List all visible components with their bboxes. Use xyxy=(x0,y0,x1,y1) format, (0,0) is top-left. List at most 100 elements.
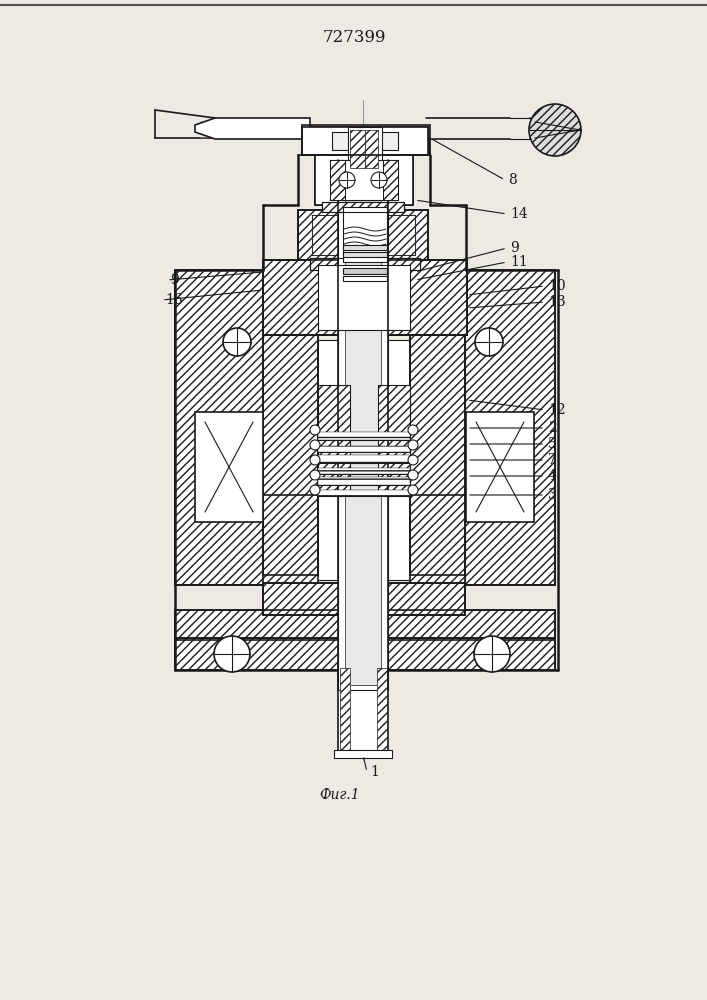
Text: 1: 1 xyxy=(370,765,379,779)
Bar xyxy=(312,215,342,255)
Bar xyxy=(318,455,410,463)
Circle shape xyxy=(529,104,581,156)
Bar xyxy=(312,215,342,255)
Bar xyxy=(345,165,381,685)
Text: 9: 9 xyxy=(170,273,179,287)
Bar xyxy=(265,340,465,580)
Circle shape xyxy=(408,485,418,495)
Bar xyxy=(350,130,365,168)
Text: Фиг.1: Фиг.1 xyxy=(320,788,361,802)
Bar xyxy=(343,207,387,262)
Text: 14: 14 xyxy=(510,207,527,221)
Bar xyxy=(318,490,410,496)
Bar xyxy=(410,495,465,585)
Bar xyxy=(377,668,387,752)
Polygon shape xyxy=(195,118,310,139)
Circle shape xyxy=(214,636,250,672)
Circle shape xyxy=(408,440,418,450)
Bar xyxy=(338,665,388,755)
Bar xyxy=(315,155,413,205)
Circle shape xyxy=(310,470,320,480)
Text: 3: 3 xyxy=(548,488,556,502)
Bar xyxy=(318,455,410,463)
Bar xyxy=(343,252,387,257)
Circle shape xyxy=(408,455,418,465)
Bar xyxy=(365,130,378,168)
Bar xyxy=(310,258,420,270)
Bar xyxy=(318,432,410,440)
Bar xyxy=(263,260,467,335)
Circle shape xyxy=(310,485,320,495)
Bar xyxy=(318,468,410,474)
Bar xyxy=(263,495,318,585)
Bar xyxy=(318,477,410,485)
Circle shape xyxy=(223,328,251,356)
Bar xyxy=(343,276,387,281)
Bar xyxy=(378,385,410,495)
Bar xyxy=(465,270,555,585)
Bar xyxy=(343,245,387,250)
Bar xyxy=(263,335,318,575)
Bar xyxy=(263,583,465,615)
Bar xyxy=(330,160,345,200)
Circle shape xyxy=(408,470,418,480)
Bar xyxy=(318,468,410,474)
Bar xyxy=(318,385,350,495)
Bar xyxy=(263,260,467,335)
Bar xyxy=(318,432,410,440)
Text: 16: 16 xyxy=(165,293,182,307)
Bar xyxy=(332,132,398,150)
Bar xyxy=(410,335,465,575)
Circle shape xyxy=(474,636,510,672)
Bar xyxy=(318,477,410,485)
Bar xyxy=(175,610,555,640)
Bar xyxy=(465,270,555,585)
Text: 727399: 727399 xyxy=(322,28,386,45)
Bar xyxy=(343,268,387,274)
Text: 11: 11 xyxy=(510,255,527,269)
Bar xyxy=(175,638,555,670)
Text: 13: 13 xyxy=(548,295,566,309)
Circle shape xyxy=(475,328,503,356)
Bar xyxy=(302,127,428,155)
Circle shape xyxy=(310,440,320,450)
Bar xyxy=(383,215,415,255)
Bar xyxy=(383,160,398,200)
Bar xyxy=(310,258,420,270)
Bar xyxy=(322,202,404,212)
Text: 2: 2 xyxy=(548,421,556,435)
Bar xyxy=(466,412,534,522)
Bar xyxy=(175,270,265,585)
Text: 5: 5 xyxy=(548,437,556,451)
Bar xyxy=(340,668,350,752)
Bar xyxy=(263,260,467,335)
Circle shape xyxy=(310,455,320,465)
Bar xyxy=(302,125,430,155)
Bar xyxy=(348,127,382,170)
Bar xyxy=(334,750,392,758)
Bar xyxy=(322,202,404,212)
Circle shape xyxy=(371,172,387,188)
Bar xyxy=(263,335,318,575)
Bar xyxy=(383,215,415,255)
Bar xyxy=(263,583,465,615)
Bar xyxy=(330,160,398,200)
Bar xyxy=(298,210,428,260)
Bar xyxy=(338,160,388,690)
Bar xyxy=(318,446,410,452)
Bar xyxy=(410,335,465,575)
Bar xyxy=(315,155,413,205)
Text: 9: 9 xyxy=(510,241,519,255)
Circle shape xyxy=(408,425,418,435)
Text: 10: 10 xyxy=(548,279,566,293)
Text: 8: 8 xyxy=(508,173,517,187)
Bar xyxy=(302,127,428,155)
Text: 12: 12 xyxy=(548,403,566,417)
Bar xyxy=(298,210,428,260)
Text: 4: 4 xyxy=(548,469,557,483)
Bar xyxy=(175,270,265,585)
Bar xyxy=(318,490,410,496)
Bar xyxy=(318,446,410,452)
Bar xyxy=(195,412,263,522)
Bar xyxy=(175,638,555,670)
